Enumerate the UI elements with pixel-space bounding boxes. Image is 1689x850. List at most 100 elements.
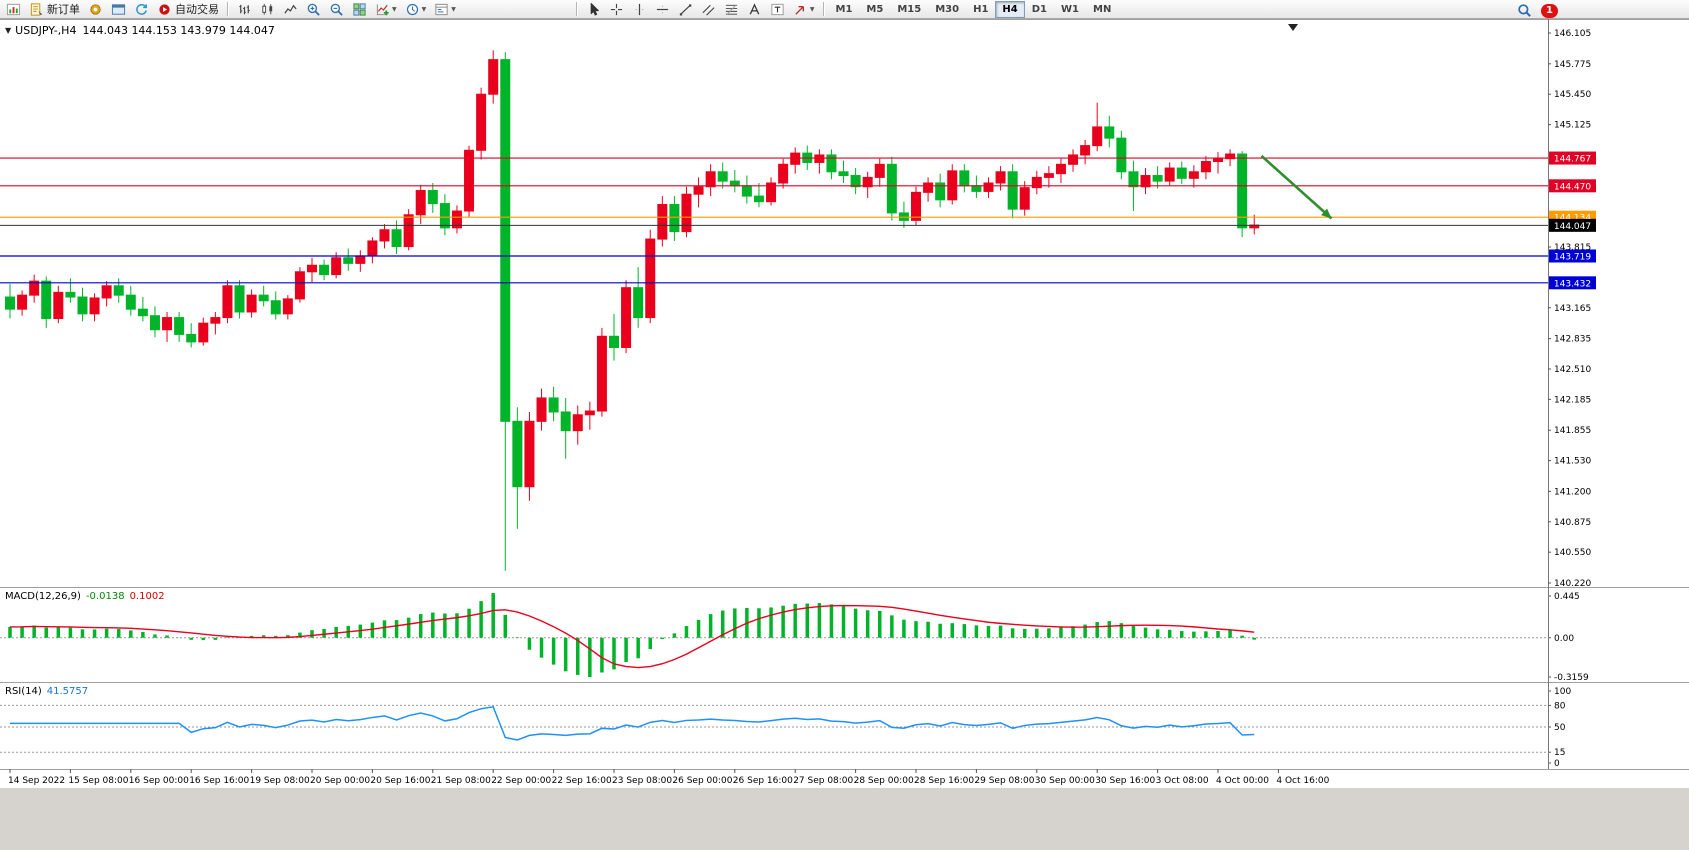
hline-icon: [656, 5, 668, 13]
candle-body: [596, 335, 607, 412]
time-tick-label: 26 Sep 00:00: [672, 776, 732, 786]
candle-body: [41, 280, 52, 320]
candle-body: [476, 93, 487, 151]
candle-body: [1055, 163, 1066, 175]
candle-body: [729, 180, 740, 187]
text-button[interactable]: [744, 0, 765, 19]
timeframe-m1-button[interactable]: M1: [835, 3, 853, 15]
new-order-button[interactable]: 新订单: [26, 0, 83, 19]
price-tick-label: 145.775: [1554, 60, 1591, 70]
chart-background: [0, 19, 1689, 850]
collapse-triangle-icon[interactable]: ▼: [5, 26, 12, 35]
time-tick-label: 16 Sep 16:00: [189, 776, 249, 786]
candle-body: [1116, 137, 1127, 173]
candle-body: [778, 163, 789, 184]
channel-button[interactable]: [698, 0, 719, 19]
candle-body: [524, 420, 535, 488]
timeframe-mn-button[interactable]: MN: [1093, 3, 1112, 15]
candle-body: [1140, 175, 1151, 188]
price-tick-label: 140.875: [1554, 518, 1591, 528]
price-tick-label: 142.185: [1554, 395, 1591, 405]
candle-body: [814, 154, 825, 163]
dropdown-caret-icon: ▼: [421, 5, 427, 13]
periods-button[interactable]: ▼: [402, 0, 430, 19]
candle-body: [1068, 154, 1079, 165]
horizontal-line-objects[interactable]: [0, 157, 1548, 284]
indicators-button[interactable]: ▼: [372, 0, 400, 19]
candle-body: [258, 294, 269, 302]
toolbar-spacer: [460, 9, 572, 10]
current-price-badge: 144.047: [1549, 218, 1596, 232]
timeframe-m5-button[interactable]: M5: [866, 3, 884, 15]
candle-body: [101, 285, 112, 299]
label-button[interactable]: [767, 0, 788, 19]
timeframe-w1-button[interactable]: W1: [1061, 3, 1080, 15]
toolbar-separator: [227, 2, 229, 16]
crosshair-button[interactable]: [606, 0, 627, 19]
arrows-button[interactable]: ▼: [790, 0, 818, 19]
scripts-button[interactable]: [85, 0, 106, 19]
search-button[interactable]: [1514, 1, 1535, 20]
time-axis[interactable]: 14 Sep 2022 15 Sep 08:00 16 Sep 00:00 16 Se…: [8, 769, 1330, 786]
candle-body: [319, 264, 330, 276]
notification-badge[interactable]: 1: [1541, 3, 1558, 18]
macd-signal-line: [9, 604, 1255, 669]
candle-body: [379, 229, 390, 242]
candle-body: [29, 280, 40, 296]
zoom-out-button[interactable]: [326, 0, 347, 19]
horizontal-line-button[interactable]: [652, 0, 673, 19]
vertical-line-button[interactable]: [629, 0, 650, 19]
candle-body: [1164, 167, 1175, 182]
price-badge-143.432: 143.432: [1549, 276, 1596, 290]
cursor-button[interactable]: [583, 0, 604, 19]
candle-body: [174, 317, 185, 335]
chart-window-button[interactable]: [108, 0, 129, 19]
trendline-button[interactable]: [675, 0, 696, 19]
candle-body: [1188, 171, 1199, 179]
candle-body: [391, 229, 402, 248]
timeframe-h4-button[interactable]: H4: [995, 0, 1025, 18]
price-axis[interactable]: 146.105 145.775 145.450 145.125 143.815 143.1…: [1548, 19, 1596, 769]
auto-trading-button[interactable]: 自动交易: [154, 0, 222, 19]
refresh-button[interactable]: [131, 0, 152, 19]
svg-text:143.719: 143.719: [1554, 252, 1591, 262]
chart-title: ▼ USDJPY-,H4 144.043 144.153 143.979 144.0…: [5, 24, 275, 37]
new-order-icon: [30, 2, 43, 16]
price-tick-label: 141.855: [1554, 426, 1591, 436]
candle-body: [451, 210, 462, 229]
channel-icon: [702, 4, 715, 16]
timeframe-m30-button[interactable]: M30: [935, 3, 960, 15]
candlestick-chart-button[interactable]: [257, 0, 278, 19]
timeframe-h1-button[interactable]: H1: [973, 3, 989, 15]
templates-button[interactable]: ▼: [431, 0, 459, 19]
svg-text:100: 100: [1554, 687, 1571, 697]
crosshair-icon: [610, 3, 622, 15]
candle-body: [307, 264, 317, 273]
price-chart-canvas[interactable]: 0.445 0.00 -0.3159 100 80 50 150 146.105 145.775…: [0, 19, 1689, 850]
timeframe-m15-button[interactable]: M15: [897, 3, 922, 15]
line-chart-button[interactable]: [280, 0, 301, 19]
chart-region[interactable]: 0.445 0.00 -0.3159 100 80 50 15 0 146.105 145.775…: [0, 19, 1689, 850]
candle-body: [294, 271, 305, 300]
tile-windows-button[interactable]: [349, 0, 370, 19]
candle-body: [705, 171, 716, 188]
candle-body: [790, 152, 801, 165]
price-badge-144.767: 144.767: [1549, 151, 1596, 165]
panel-separators[interactable]: [0, 587, 1689, 770]
time-tick-label: 4 Oct 16:00: [1276, 776, 1329, 786]
trend-arrow-object[interactable]: [1260, 154, 1333, 220]
fibonacci-button[interactable]: [721, 0, 742, 19]
candle-body: [572, 414, 583, 432]
svg-text:50: 50: [1554, 723, 1566, 733]
candle-body: [753, 195, 764, 203]
candle-body: [282, 298, 293, 315]
zoom-in-button[interactable]: [303, 0, 324, 19]
bar-chart-button[interactable]: [234, 0, 255, 19]
candle-body: [633, 287, 644, 319]
candles-icon: [262, 3, 273, 15]
chart-shift-marker[interactable]: [1288, 24, 1298, 31]
new-chart-button[interactable]: [3, 0, 24, 19]
timeframe-d1-button[interactable]: D1: [1031, 3, 1048, 15]
svg-text:144.470: 144.470: [1554, 182, 1591, 192]
